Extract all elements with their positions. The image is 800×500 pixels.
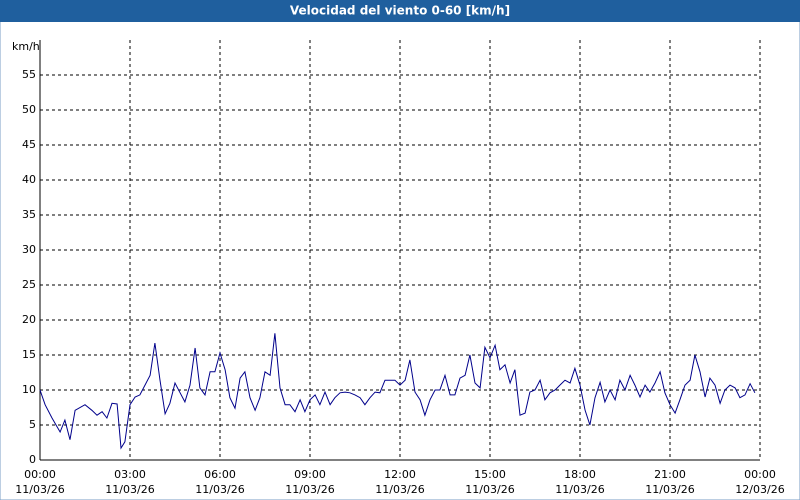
wind-line	[39, 333, 756, 450]
y-tick-label: 15	[22, 348, 36, 361]
x-tick-label: 06:00	[204, 468, 236, 481]
chart-title: Velocidad del viento 0-60 [km/h]	[290, 4, 510, 18]
y-tick-label: 55	[22, 68, 36, 81]
x-tick-label: 00:00	[24, 468, 56, 481]
y-axis-label: km/h	[12, 40, 40, 53]
x-tick-label: 03:00	[114, 468, 146, 481]
x-tick-date: 11/03/26	[105, 483, 154, 496]
y-tick-label: 20	[22, 313, 36, 326]
x-tick-date: 11/03/26	[195, 483, 244, 496]
x-tick-label: 09:00	[294, 468, 326, 481]
title-bar	[0, 0, 800, 22]
x-tick-label: 00:00	[744, 468, 776, 481]
x-tick-date: 11/03/26	[645, 483, 694, 496]
x-tick-date: 11/03/26	[15, 483, 64, 496]
x-tick-label: 15:00	[474, 468, 506, 481]
x-tick-label: 21:00	[654, 468, 686, 481]
y-tick-label: 40	[22, 173, 36, 186]
x-tick-date: 12/03/26	[735, 483, 784, 496]
x-tick-label: 18:00	[564, 468, 596, 481]
x-tick-date: 11/03/26	[285, 483, 334, 496]
y-tick-label: 25	[22, 278, 36, 291]
x-tick-date: 11/03/26	[465, 483, 514, 496]
y-tick-label: 35	[22, 208, 36, 221]
x-tick-date: 11/03/26	[375, 483, 424, 496]
x-tick-date: 11/03/26	[555, 483, 604, 496]
y-tick-label: 10	[22, 383, 36, 396]
y-tick-label: 30	[22, 243, 36, 256]
y-tick-label: 50	[22, 103, 36, 116]
x-tick-label: 12:00	[384, 468, 416, 481]
y-tick-label: 45	[22, 138, 36, 151]
y-tick-label: 5	[29, 418, 36, 431]
y-tick-label: 0	[29, 453, 36, 466]
